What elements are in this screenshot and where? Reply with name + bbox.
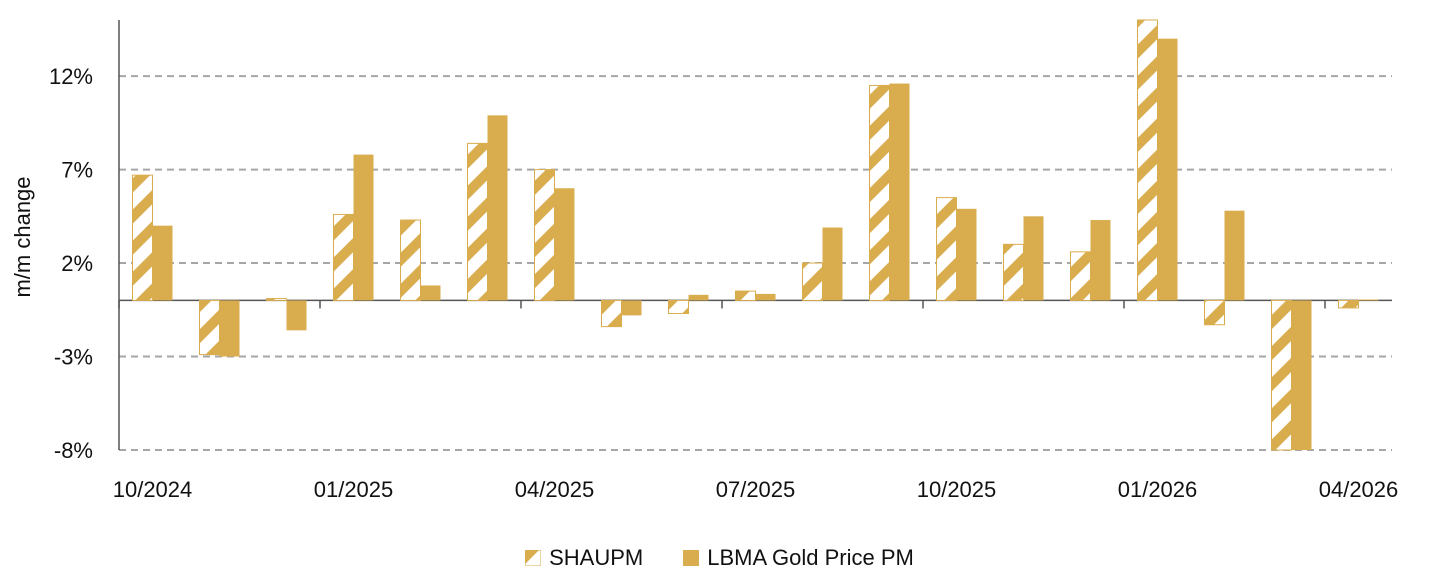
bar-lbma [286,300,307,331]
x-tick-label: 04/2026 [1319,477,1399,502]
chart: 12% 7% 2% -3% -8% 10/2024 01/2025 04/2025 07/20… [10,19,1399,502]
y-tick-label: 2% [61,251,93,276]
bar-lbma [219,300,240,357]
bar-lbma [1023,216,1044,301]
bar-lbma [353,154,374,301]
x-tick-label: 01/2025 [314,477,394,502]
bar-shaupm [1338,299,1359,309]
bar-lbma [487,115,508,301]
y-tick-labels: 12% 7% 2% -3% -8% [49,64,93,463]
bar-lbma [152,225,173,301]
bar-lbma [420,285,441,301]
bar-lbma [1358,299,1379,301]
bar-lbma [1224,210,1245,301]
bar-shaupm [266,298,287,301]
bar-shaupm [1204,299,1225,326]
bar-shaupm [333,213,354,301]
bar-shaupm [1003,243,1024,301]
bar-lbma [688,294,709,301]
gridlines [119,75,1392,451]
bar-lbma [1090,220,1111,301]
bar-shaupm [1070,251,1091,301]
bar-lbma [755,293,776,301]
x-tick-label: 04/2025 [515,477,595,502]
bar-shaupm [601,299,622,328]
x-tick-label: 01/2026 [1118,477,1198,502]
bar-shaupm [467,142,488,301]
legend-swatch-hatched-icon [525,550,542,566]
bar-shaupm [1271,299,1292,451]
y-tick-label: -8% [54,438,93,463]
bar-shaupm [400,219,421,301]
y-tick-label: 7% [61,158,93,183]
bar-shaupm [1137,19,1158,301]
y-tick-label: -3% [54,345,93,370]
bar-lbma [889,83,910,301]
bar-shaupm [199,299,220,356]
x-tick-label: 10/2024 [113,477,193,502]
legend: SHAUPM LBMA Gold Price PM [0,540,1439,576]
bar-lbma [1291,300,1312,450]
bar-shaupm [668,299,689,315]
y-tick-label: 12% [49,64,93,89]
bar-shaupm [132,174,153,301]
bar-lbma [822,227,843,301]
bar-lbma [956,208,977,301]
x-tick-label: 07/2025 [716,477,796,502]
bar-lbma [554,188,575,301]
x-tick-labels: 10/2024 01/2025 04/2025 07/2025 10/2025 01/20… [113,477,1399,502]
bar-shaupm [802,262,823,301]
bar-lbma [1157,38,1178,301]
bar-shaupm [735,290,756,301]
bar-shaupm [534,169,555,301]
legend-item-shaupm: SHAUPM [525,545,643,571]
y-axis-label: m/m change [10,176,35,297]
legend-item-lbma: LBMA Gold Price PM [683,545,914,571]
bar-shaupm [936,197,957,301]
legend-label-lbma: LBMA Gold Price PM [707,545,914,570]
x-tick-label: 10/2025 [917,477,997,502]
bar-lbma [621,300,642,316]
axes [118,20,1392,450]
bars [132,19,1379,451]
bar-shaupm [869,84,890,301]
legend-label-shaupm: SHAUPM [549,545,644,570]
legend-swatch-solid-icon [683,550,700,566]
